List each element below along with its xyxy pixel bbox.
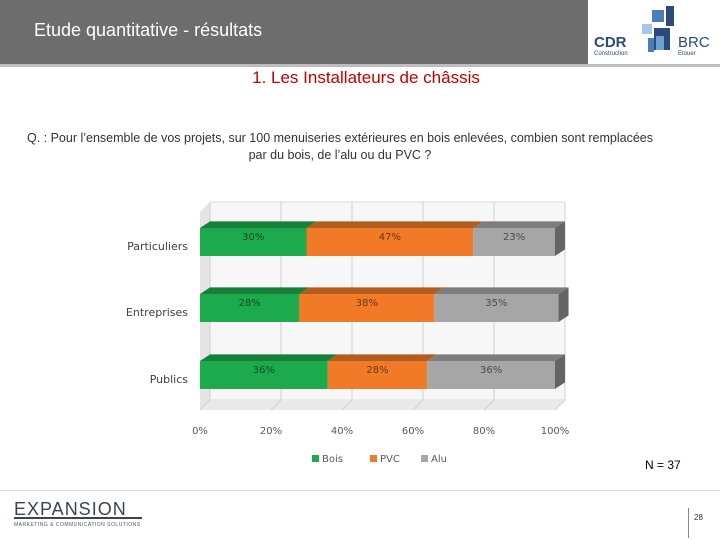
- section-title: 1. Les Installateurs de châssis: [252, 68, 480, 87]
- data-label: 47%: [379, 232, 401, 243]
- footer-rule: [0, 490, 720, 491]
- expansion-logo-underline: [14, 517, 142, 519]
- gridline-floor: [199, 399, 211, 411]
- data-label: 28%: [239, 298, 261, 309]
- bar-alu: [434, 294, 559, 322]
- bar-top-pvc: [299, 287, 445, 294]
- gridline-floor: [270, 399, 282, 411]
- x-tick-label: 80%: [473, 426, 495, 437]
- page-separator: [688, 508, 689, 538]
- bar-top-pvc: [306, 221, 484, 228]
- gridline-floor: [554, 399, 566, 411]
- category-label: Particuliers: [127, 240, 188, 253]
- bar-bois: [200, 294, 300, 322]
- bar-top-pvc: [327, 354, 438, 361]
- x-tick-label: 0%: [192, 426, 208, 437]
- bar-alu: [473, 228, 555, 256]
- bar-top-alu: [473, 221, 565, 228]
- plot-back-wall: [209, 201, 566, 401]
- bar-side-alu: [558, 287, 569, 322]
- bar-bois: [200, 361, 328, 389]
- data-label: 23%: [503, 232, 525, 243]
- x-tick-label: 60%: [402, 426, 424, 437]
- brc-logo-subtitle: Etouer: [678, 51, 696, 57]
- data-label: 28%: [366, 365, 388, 376]
- header-rule: [0, 64, 720, 67]
- data-label: 30%: [242, 232, 264, 243]
- survey-question: Q. : Pour l’ensemble de vos projets, sur…: [26, 131, 653, 162]
- header-bar: [0, 0, 588, 64]
- header: Etude quantitative - résultats CDR Const…: [0, 0, 720, 67]
- plot-floor: [200, 400, 565, 410]
- cdr-brc-logo: CDR Construction BRC Etouer: [592, 6, 716, 60]
- sample-size: N = 37: [645, 458, 681, 472]
- data-label: 36%: [480, 365, 502, 376]
- gridline-floor: [412, 399, 424, 411]
- page-number: 28: [694, 513, 703, 522]
- plot-side-wall: [200, 202, 210, 410]
- category-label: Publics: [150, 373, 189, 386]
- bar-top-bois: [200, 221, 317, 228]
- bar-pvc: [306, 228, 474, 256]
- bar-top-bois: [200, 354, 338, 361]
- legend-label-bois: Bois: [322, 454, 343, 465]
- expansion-tagline: MARKETING & COMMUNICATION SOLUTIONS: [14, 522, 141, 528]
- bar-alu: [427, 361, 555, 389]
- bar-pvc: [299, 294, 435, 322]
- bar-side-alu: [555, 354, 565, 389]
- legend-label-pvc: PVC: [380, 454, 400, 465]
- cdr-logo-subtitle: Construction: [594, 51, 628, 57]
- bar-top-alu: [434, 287, 569, 294]
- legend-swatch-bois: [312, 455, 319, 462]
- data-label: 36%: [253, 365, 275, 376]
- category-label: Entreprises: [126, 306, 188, 319]
- bar-pvc: [327, 361, 428, 389]
- legend-swatch-pvc: [370, 455, 377, 462]
- legend-swatch-alu: [421, 455, 428, 462]
- bar-top-alu: [427, 354, 565, 361]
- legend-label-alu: Alu: [431, 454, 447, 465]
- header-title: Etude quantitative - résultats: [34, 20, 263, 40]
- x-tick-label: 20%: [260, 426, 282, 437]
- bar-side-alu: [555, 221, 565, 256]
- x-tick-label: 40%: [331, 426, 353, 437]
- data-label: 35%: [485, 298, 507, 309]
- expansion-logo: EXPANSION: [14, 499, 127, 519]
- cdr-logo-text: CDR: [594, 34, 627, 51]
- gridline-floor: [483, 399, 495, 411]
- brc-logo-text: BRC: [678, 34, 710, 51]
- bar-top-bois: [200, 287, 310, 294]
- logo-mark-icon: [642, 6, 674, 52]
- x-tick-label: 100%: [541, 426, 570, 437]
- bar-bois: [200, 228, 307, 256]
- gridline-floor: [341, 399, 353, 411]
- data-label: 38%: [356, 298, 378, 309]
